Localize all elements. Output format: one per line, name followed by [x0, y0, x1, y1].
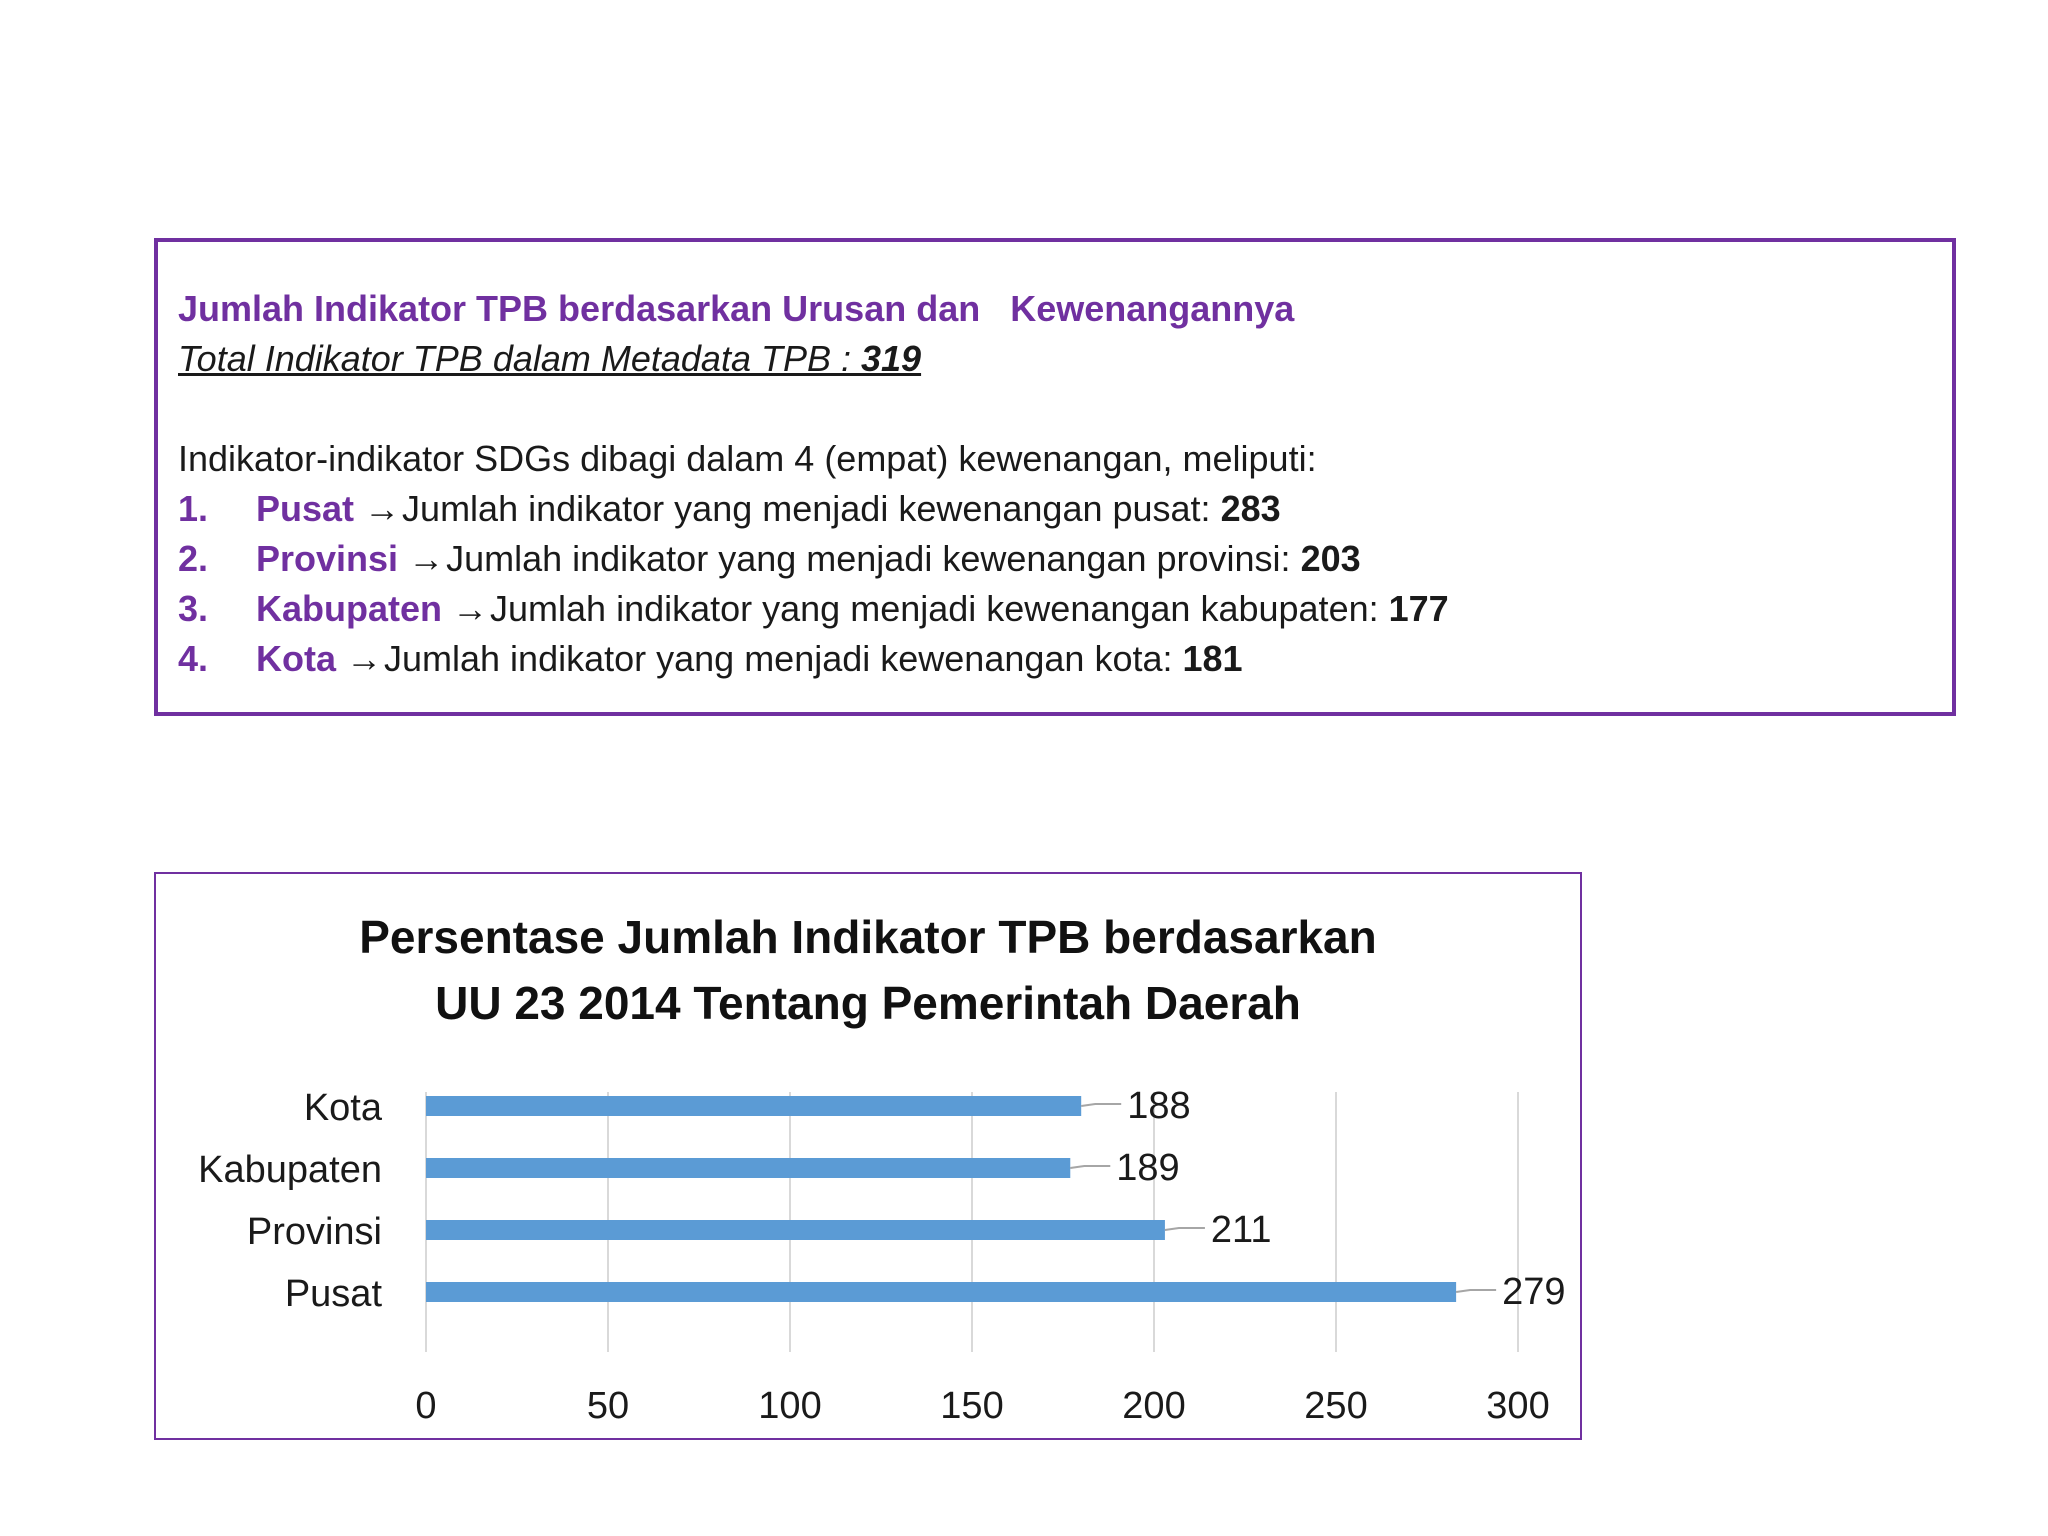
- list-item-text: Jumlah indikator yang menjadi kewenangan…: [402, 488, 1221, 529]
- list-item: 2. Provinsi → Jumlah indikator yang menj…: [178, 534, 1932, 584]
- list-item-value: 203: [1300, 538, 1361, 579]
- list-item: 3. Kabupaten → Jumlah indikator yang men…: [178, 584, 1932, 634]
- category-label: Kota: [304, 1087, 383, 1129]
- list-item-label: Kabupaten: [256, 588, 443, 629]
- info-list: 1. Pusat → Jumlah indikator yang menjadi…: [178, 484, 1932, 684]
- info-subtitle-prefix: Total Indikator TPB dalam Metadata TPB :: [178, 338, 861, 379]
- leader-line: [1455, 1289, 1497, 1293]
- arrow-right-icon: →: [364, 488, 401, 529]
- arrow-right-icon: →: [346, 638, 382, 679]
- chart-title: Persentase Jumlah Indikator TPB berdasar…: [156, 904, 1580, 1036]
- category-label: Pusat: [285, 1273, 383, 1315]
- info-subtitle-value: 319: [861, 338, 922, 379]
- x-tick-label: 250: [1304, 1385, 1367, 1427]
- arrow-right-icon: →: [452, 588, 489, 629]
- list-item-label: Provinsi: [256, 538, 399, 579]
- list-item-value: 283: [1220, 488, 1281, 529]
- list-item-text: Jumlah indikator yang menjadi kewenangan…: [446, 538, 1301, 579]
- x-tick-label: 300: [1486, 1385, 1549, 1427]
- info-box: Jumlah Indikator TPB berdasarkan Urusan …: [154, 238, 1956, 716]
- list-item-label: Kota: [256, 638, 336, 679]
- list-item: 4. Kota → Jumlah indikator yang menjadi …: [178, 634, 1932, 684]
- list-item-value: 181: [1182, 638, 1243, 679]
- arrow-right-icon: →: [408, 538, 445, 579]
- bar: [426, 1158, 1071, 1178]
- data-label: 188: [1127, 1085, 1190, 1127]
- bar: [426, 1096, 1082, 1116]
- bar: [426, 1282, 1457, 1302]
- list-item-text: Jumlah indikator yang menjadi kewenangan…: [384, 638, 1183, 679]
- x-tick-label: 0: [415, 1385, 436, 1427]
- list-item-number: 2.: [178, 538, 209, 579]
- list-item-text: Jumlah indikator yang menjadi kewenangan…: [490, 588, 1389, 629]
- x-tick-label: 150: [940, 1385, 1003, 1427]
- category-label: Provinsi: [247, 1211, 382, 1253]
- x-tick-label: 50: [587, 1385, 629, 1427]
- category-label: Kabupaten: [198, 1149, 382, 1191]
- info-intro: Indikator-indikator SDGs dibagi dalam 4 …: [178, 438, 1317, 479]
- data-label: 279: [1502, 1271, 1565, 1313]
- data-label: 189: [1116, 1147, 1179, 1189]
- list-item: 1. Pusat → Jumlah indikator yang menjadi…: [178, 484, 1932, 534]
- bar-chart: 0 50 100 150 200 250 300 Kota 188 Kabupaten 189 Pro…: [198, 1085, 1565, 1427]
- x-tick-label: 100: [758, 1385, 821, 1427]
- bar: [426, 1220, 1165, 1240]
- list-item-number: 1.: [178, 488, 209, 529]
- chart-title-line-1: Persentase Jumlah Indikator TPB berdasar…: [359, 911, 1377, 963]
- info-subtitle: Total Indikator TPB dalam Metadata TPB :…: [178, 334, 1932, 384]
- data-label: 211: [1211, 1209, 1272, 1251]
- list-item-value: 177: [1388, 588, 1449, 629]
- list-item-number: 4.: [178, 638, 209, 679]
- leader-line: [1164, 1227, 1205, 1231]
- info-title: Jumlah Indikator TPB berdasarkan Urusan …: [178, 288, 1295, 329]
- list-item-label: Pusat: [256, 488, 355, 529]
- list-item-number: 3.: [178, 588, 209, 629]
- chart-title-line-2: UU 23 2014 Tentang Pemerintah Daerah: [435, 977, 1301, 1029]
- leader-line: [1070, 1165, 1111, 1169]
- x-tick-label: 200: [1122, 1385, 1185, 1427]
- leader-line: [1081, 1103, 1122, 1107]
- chart-box: Persentase Jumlah Indikator TPB berdasar…: [154, 872, 1582, 1440]
